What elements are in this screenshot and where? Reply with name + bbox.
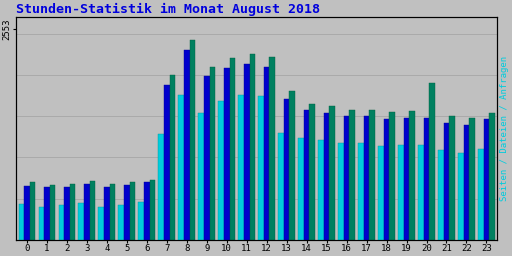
Bar [90, 182, 95, 240]
Bar [84, 184, 90, 240]
Bar [489, 113, 495, 240]
Y-axis label: Seiten / Dateien / Anfragen: Seiten / Dateien / Anfragen [500, 56, 509, 201]
Bar [349, 110, 355, 240]
Bar [30, 182, 35, 240]
Bar [398, 145, 404, 240]
Bar [164, 85, 169, 240]
Bar [430, 83, 435, 240]
Bar [189, 40, 195, 240]
Bar [418, 145, 424, 240]
Bar [130, 182, 135, 240]
Bar [424, 118, 430, 240]
Bar [318, 140, 324, 240]
Bar [50, 185, 55, 240]
Bar [169, 75, 175, 240]
Bar [464, 125, 470, 240]
Bar [238, 95, 244, 240]
Bar [444, 123, 450, 240]
Bar [78, 203, 84, 240]
Bar [110, 184, 115, 240]
Bar [118, 205, 124, 240]
Bar [144, 182, 150, 240]
Bar [389, 112, 395, 240]
Bar [18, 204, 24, 240]
Bar [184, 50, 189, 240]
Bar [298, 138, 304, 240]
Bar [229, 58, 235, 240]
Bar [158, 134, 164, 240]
Bar [289, 91, 295, 240]
Bar [64, 187, 70, 240]
Bar [279, 133, 284, 240]
Bar [244, 64, 249, 240]
Bar [24, 186, 30, 240]
Bar [358, 143, 364, 240]
Bar [98, 207, 104, 240]
Bar [124, 185, 130, 240]
Bar [198, 113, 204, 240]
Text: Stunden-Statistik im Monat August 2018: Stunden-Statistik im Monat August 2018 [16, 3, 320, 16]
Bar [364, 116, 369, 240]
Bar [218, 101, 224, 240]
Bar [304, 110, 309, 240]
Bar [458, 153, 464, 240]
Bar [258, 96, 264, 240]
Bar [58, 205, 64, 240]
Bar [204, 77, 209, 240]
Bar [138, 202, 144, 240]
Bar [249, 54, 255, 240]
Bar [70, 184, 75, 240]
Bar [178, 95, 184, 240]
Bar [269, 57, 275, 240]
Bar [378, 146, 384, 240]
Bar [484, 120, 489, 240]
Bar [224, 68, 229, 240]
Bar [150, 180, 155, 240]
Bar [324, 113, 329, 240]
Bar [264, 67, 269, 240]
Bar [369, 110, 375, 240]
Bar [409, 111, 415, 240]
Bar [329, 106, 335, 240]
Bar [44, 187, 50, 240]
Bar [338, 143, 344, 240]
Bar [209, 67, 215, 240]
Bar [104, 187, 110, 240]
Bar [284, 99, 289, 240]
Bar [38, 207, 44, 240]
Bar [450, 116, 455, 240]
Bar [309, 104, 315, 240]
Bar [438, 151, 444, 240]
Bar [470, 118, 475, 240]
Bar [404, 118, 409, 240]
Bar [478, 149, 484, 240]
Bar [344, 116, 349, 240]
Bar [384, 119, 389, 240]
